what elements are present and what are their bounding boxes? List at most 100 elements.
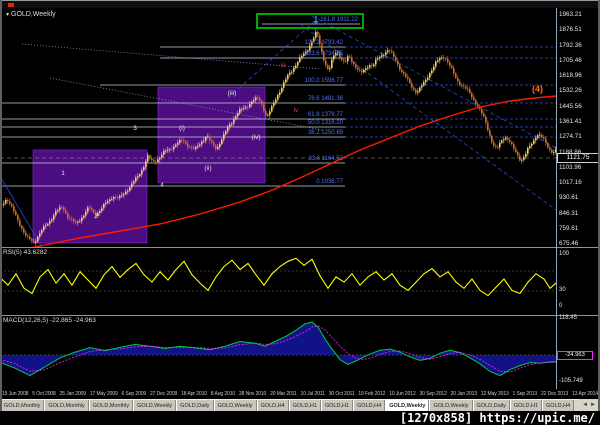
rsi-axis-label: 0 [559,303,563,309]
fib-level-label: 78.6 1481.36 [307,95,343,102]
time-axis-label: 19 Feb 2012 [358,391,386,397]
wave-label-red: iii [281,63,285,69]
wave-label: 4 [160,182,164,189]
time-axis-label: 5 Oct 2008 [32,391,56,397]
price-axis-label: 1618.96 [559,72,582,80]
tab-gold-weekly-10[interactable]: GOLD,Weekly [385,400,430,411]
rsi-indicator-label: RSI(5) 43.6282 [3,249,48,256]
tab-gold-weekly-11[interactable]: GOLD,Weekly [429,400,473,411]
tab-scroll-arrows: ◄ ► [579,399,599,411]
macd-current-value-box: -24.963 [557,351,593,360]
tab-gold-h1-8[interactable]: GOLD,H1 [320,400,354,411]
price-axis-label: 1532.26 [559,87,582,95]
time-axis-label: 18 Apr 2010 [181,391,207,397]
macd-indicator-label: MACD(12,26,5) -22.865 -24.963 [3,317,96,324]
wave-label: (ii) [204,165,212,172]
wave-label: 3 [133,125,137,132]
tab-gold-monthly-0[interactable]: GOLD,Monthly [0,400,45,411]
price-axis-label: 1188.86 [559,148,582,156]
time-axis-label: 1 Sep 2013 [512,391,538,397]
fib-level-label: 123.6 1734.25 [304,50,343,57]
tab-gold-monthly-1[interactable]: GOLD,Monthly [44,400,89,411]
time-axis-label: 28 Nov 2010 [238,391,267,397]
price-axis-label: 1876.51 [559,26,582,34]
fib-level-label: 138.2 1793.42 [304,39,343,46]
rsi-axis-label: 30 [559,287,566,293]
time-axis-label: 13 Apr 2014 [572,391,598,397]
tab-scroll-left-icon[interactable]: ◄ [582,402,589,408]
wave-label-red: iv [293,108,299,114]
price-axis-label: 1705.46 [559,56,582,64]
tab-gold-h4-9[interactable]: GOLD,H4 [353,400,386,411]
time-axis-label: 10 Jul 2011 [300,391,325,397]
pane-separator[interactable] [0,315,600,316]
tab-gold-h1-13[interactable]: GOLD,H1 [509,400,543,411]
fib-level-label: 23.6 1164.52 [308,155,343,162]
macd-axis-label: 118.45 [559,315,577,321]
watermark-text: [1270x858] https://upic.me/ [399,411,595,425]
tab-gold-h4-14[interactable]: GOLD,H4 [542,400,575,411]
price-axis-label: 1017.16 [559,179,582,187]
time-axis-label: 27 Dec 2009 [149,391,178,397]
time-axis-label: 12 May 2013 [480,391,509,397]
price-axis-label: 846.31 [559,209,579,217]
fib-level-label: 161.8 1911.22 [320,16,358,23]
tab-gold-weekly-5[interactable]: GOLD,Weekly [213,400,257,411]
tab-scroll-right-icon[interactable]: ► [590,402,596,408]
time-axis[interactable]: 15 Jun 2008 5 Oct 2008 25 Jan 2009 17 May 2… [0,389,600,399]
price-axis-label: 759.61 [559,224,579,232]
chart-tab-bar: GOLD,Monthly GOLD,Monthly GOLD,Monthly GOLD… [0,399,600,411]
time-axis-label: 8 Aug 2010 [210,391,236,397]
price-axis-label: 1792.36 [559,41,582,49]
fib-level-label: 50.0 1316.20 [307,119,343,126]
price-axis-label: 675.46 [559,240,579,248]
time-axis-label: 10 Jun 2012 [389,391,416,397]
wave-label: 1 [61,170,65,177]
fib-level-label: 100.0 1596.77 [304,77,343,84]
dropdown-arrow-icon: ▾ [6,12,10,18]
tab-gold-daily-4[interactable]: GOLD,Daily [176,400,214,411]
price-axis-label: 1274.71 [559,133,582,141]
tab-gold-weekly-3[interactable]: GOLD,Weekly [133,400,177,411]
time-axis-label: 25 Jan 2009 [59,391,87,397]
wave-label: (iv) [251,134,261,141]
macd-axis-label: -105.749 [559,378,583,384]
wave-label: (iii) [227,90,237,97]
wave-label: (i) [179,125,185,132]
time-axis-label: 30 Sep 2012 [419,391,447,397]
rsi-axis-label: 100 [559,251,570,257]
watermark-bar: [1270x858] https://upic.me/ [0,411,600,425]
time-axis-label: 30 Oct 2011 [328,391,355,397]
price-axis-label: 1445.56 [559,102,582,110]
tab-gold-monthly-2[interactable]: GOLD,Monthly [88,400,134,411]
app-icon [8,3,14,7]
price-axis-label: 930.61 [559,194,579,202]
wave-label-red: v [309,39,313,45]
time-axis-label: 6 Sep 2009 [121,391,147,397]
wave-degree-label: (4) [532,84,543,94]
wave-label: 2 [94,213,98,220]
time-axis-label: 17 May 2009 [89,391,118,397]
tab-gold-h4-6[interactable]: GOLD,H4 [256,400,289,411]
fib-level-label: 38.2 1250.69 [307,129,343,136]
time-axis-label: 20 Mar 2011 [270,391,297,397]
symbol-label-text: GOLD,Weekly [11,11,56,18]
time-axis-label: 15 Jun 2008 [2,391,29,397]
tab-gold-h1-7[interactable]: GOLD,H1 [288,400,321,411]
time-axis-label: 22 Dec 2013 [540,391,569,397]
window-titlebar[interactable] [0,0,600,8]
price-axis-label: 1361.41 [559,117,582,125]
tab-gold-daily-12[interactable]: GOLD,Daily [472,400,510,411]
price-axis-label: 1963.21 [559,11,582,18]
pane-separator[interactable] [0,247,600,248]
price-axis-label: 1103.96 [559,163,582,171]
time-axis-label: 20 Jan 2013 [450,391,478,397]
fib-level-label: 0 1036.77 [316,178,343,185]
window-right-edge [598,0,600,411]
window-left-edge [0,0,2,411]
price-axis-border[interactable] [556,8,557,389]
fib-level-label: 61.8 1379.77 [307,111,343,118]
symbol-timeframe-label: ▾ GOLD,Weekly [6,11,56,18]
